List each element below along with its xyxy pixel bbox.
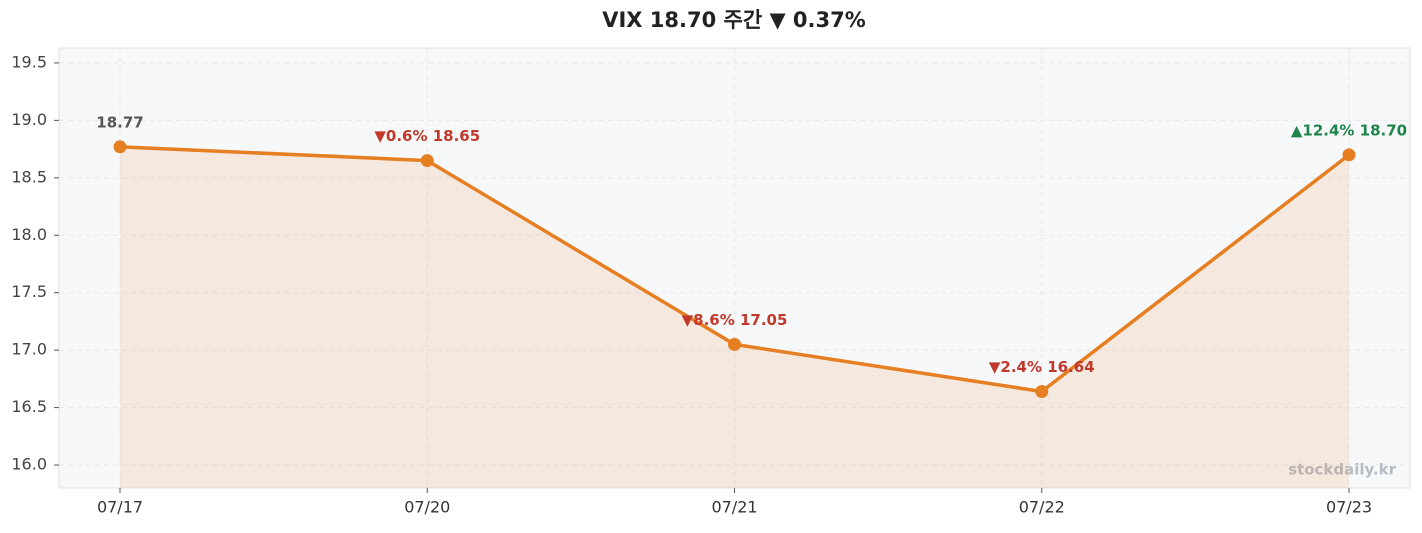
x-tick-label: 07/21: [711, 498, 757, 517]
point: [420, 154, 434, 168]
point: [113, 140, 127, 154]
y-tick-label: 17.5: [11, 282, 47, 301]
chart-title: VIX 18.70 주간 ▼ 0.37%: [602, 8, 866, 32]
watermark: stockdaily.kr: [1288, 461, 1396, 479]
y-tick-label: 19.0: [11, 110, 47, 129]
point: [1342, 148, 1356, 162]
value-label: ▼2.4% 16.64: [989, 358, 1095, 376]
value-label: ▼8.6% 17.05: [682, 311, 788, 329]
y-tick-label: 18.0: [11, 225, 47, 244]
value-label: ▼0.6% 18.65: [374, 127, 480, 145]
point: [728, 337, 741, 351]
y-tick-label: 18.5: [11, 167, 47, 186]
y-tick-label: 19.5: [11, 52, 47, 71]
x-tick-label: 07/23: [1326, 498, 1372, 517]
y-tick-label: 16.5: [11, 397, 47, 416]
value-label: ▲12.4% 18.70: [1291, 121, 1407, 139]
x-tick-label: 07/17: [97, 498, 143, 517]
value-label: 18.77: [96, 113, 143, 131]
point: [1035, 384, 1049, 398]
y-tick-label: 17.0: [11, 340, 47, 359]
x-tick-label: 07/20: [404, 498, 450, 517]
x-tick-label: 07/22: [1019, 498, 1065, 517]
y-tick-label: 16.0: [11, 455, 47, 474]
area: [120, 146, 1349, 488]
